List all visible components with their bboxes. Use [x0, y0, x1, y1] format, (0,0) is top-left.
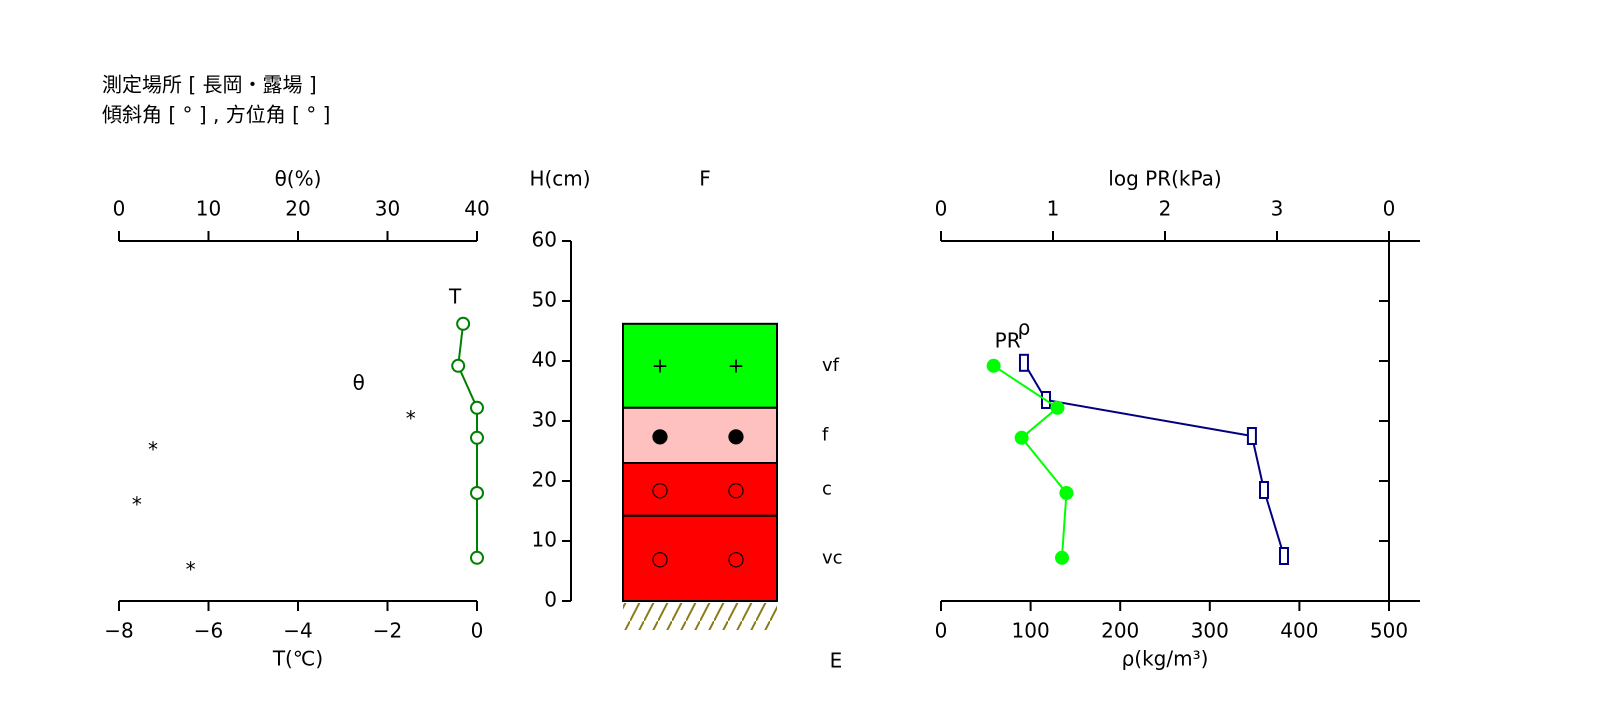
tick-label: 30 [375, 197, 400, 221]
grain-label: c [822, 478, 832, 499]
bottom-label: E [830, 649, 843, 673]
snow-layer [622, 322, 778, 409]
point: * [148, 437, 158, 461]
point [1059, 486, 1074, 500]
tick-label: 0 [544, 588, 557, 612]
tick-label: 0 [1383, 197, 1396, 221]
tick-label: 10 [196, 197, 221, 221]
axis-label: H(cm) [529, 167, 590, 191]
ground-hatch [623, 603, 777, 630]
tick-label: 40 [532, 348, 557, 372]
point [470, 486, 484, 500]
series-line [993, 364, 1068, 558]
grain-symbol: ● [727, 423, 744, 447]
tick-label: 500 [1370, 619, 1408, 643]
point [470, 400, 484, 415]
point: * [132, 493, 142, 517]
grain-label: vc [822, 547, 843, 568]
series-line [457, 323, 478, 558]
top-label: F [699, 167, 711, 191]
tick-label: 0 [935, 619, 948, 643]
point: * [186, 557, 196, 581]
point [1014, 430, 1029, 445]
tick-label: 200 [1101, 619, 1139, 643]
point: * [406, 407, 416, 431]
tick-label: 50 [532, 288, 557, 312]
grain-symbol: ○ [727, 477, 744, 501]
grain-symbol: ○ [651, 477, 668, 501]
tick-label: 0 [113, 197, 126, 221]
axis-label: ρ(kg/m³) [1122, 647, 1209, 671]
tick-label: 60 [532, 228, 557, 252]
point [470, 550, 484, 565]
point [470, 430, 484, 445]
tick-label: 20 [532, 468, 557, 492]
tick-label: 1 [1047, 197, 1060, 221]
point [1018, 353, 1029, 372]
tick-label: 0 [935, 197, 948, 221]
tick-label: −6 [194, 619, 223, 643]
series-label: ρ [1018, 315, 1031, 339]
tick-label: 300 [1191, 619, 1229, 643]
snow-layer [622, 406, 778, 464]
axis-label: θ(%) [275, 167, 322, 191]
series-label: PR [995, 328, 1021, 352]
tick-label: 100 [1012, 619, 1050, 643]
point [1259, 481, 1270, 499]
tick-label: −4 [283, 619, 312, 643]
grain-symbol: ● [651, 423, 668, 447]
point [1246, 427, 1257, 445]
snow-layer [622, 514, 778, 602]
point [456, 316, 471, 331]
grain-symbol: + [652, 353, 669, 377]
tick-label: 30 [532, 408, 557, 432]
tick-label: 400 [1280, 619, 1318, 643]
title-line: 傾斜角 [ ° ] , 方位角 [ ° ] [102, 103, 330, 127]
point [1054, 550, 1069, 565]
series-line [1023, 362, 1285, 557]
series-label: T [448, 284, 462, 308]
grain-label: vf [822, 355, 840, 376]
grain-symbol: ○ [727, 546, 744, 570]
tick-label: 20 [285, 197, 310, 221]
tick-label: 40 [464, 197, 489, 221]
tick-label: 10 [532, 528, 557, 552]
tick-label: −8 [104, 619, 133, 643]
series-label: θ [353, 371, 365, 395]
tick-label: −2 [373, 619, 402, 643]
grain-label: f [822, 424, 829, 445]
axis-label: T(℃) [272, 647, 323, 671]
tick-label: 0 [471, 619, 484, 643]
point [1050, 400, 1065, 415]
tick-label: 2 [1159, 197, 1172, 221]
grain-symbol: + [728, 353, 745, 377]
snow-layer [622, 462, 778, 517]
axis-label: log PR(kPa) [1108, 167, 1221, 191]
tick-label: 3 [1271, 197, 1284, 221]
point [451, 358, 466, 373]
point [986, 358, 1001, 373]
point [1278, 547, 1289, 565]
grain-symbol: ○ [651, 546, 668, 570]
title-line: 測定場所 [ 長岡・露場 ] [102, 73, 317, 97]
